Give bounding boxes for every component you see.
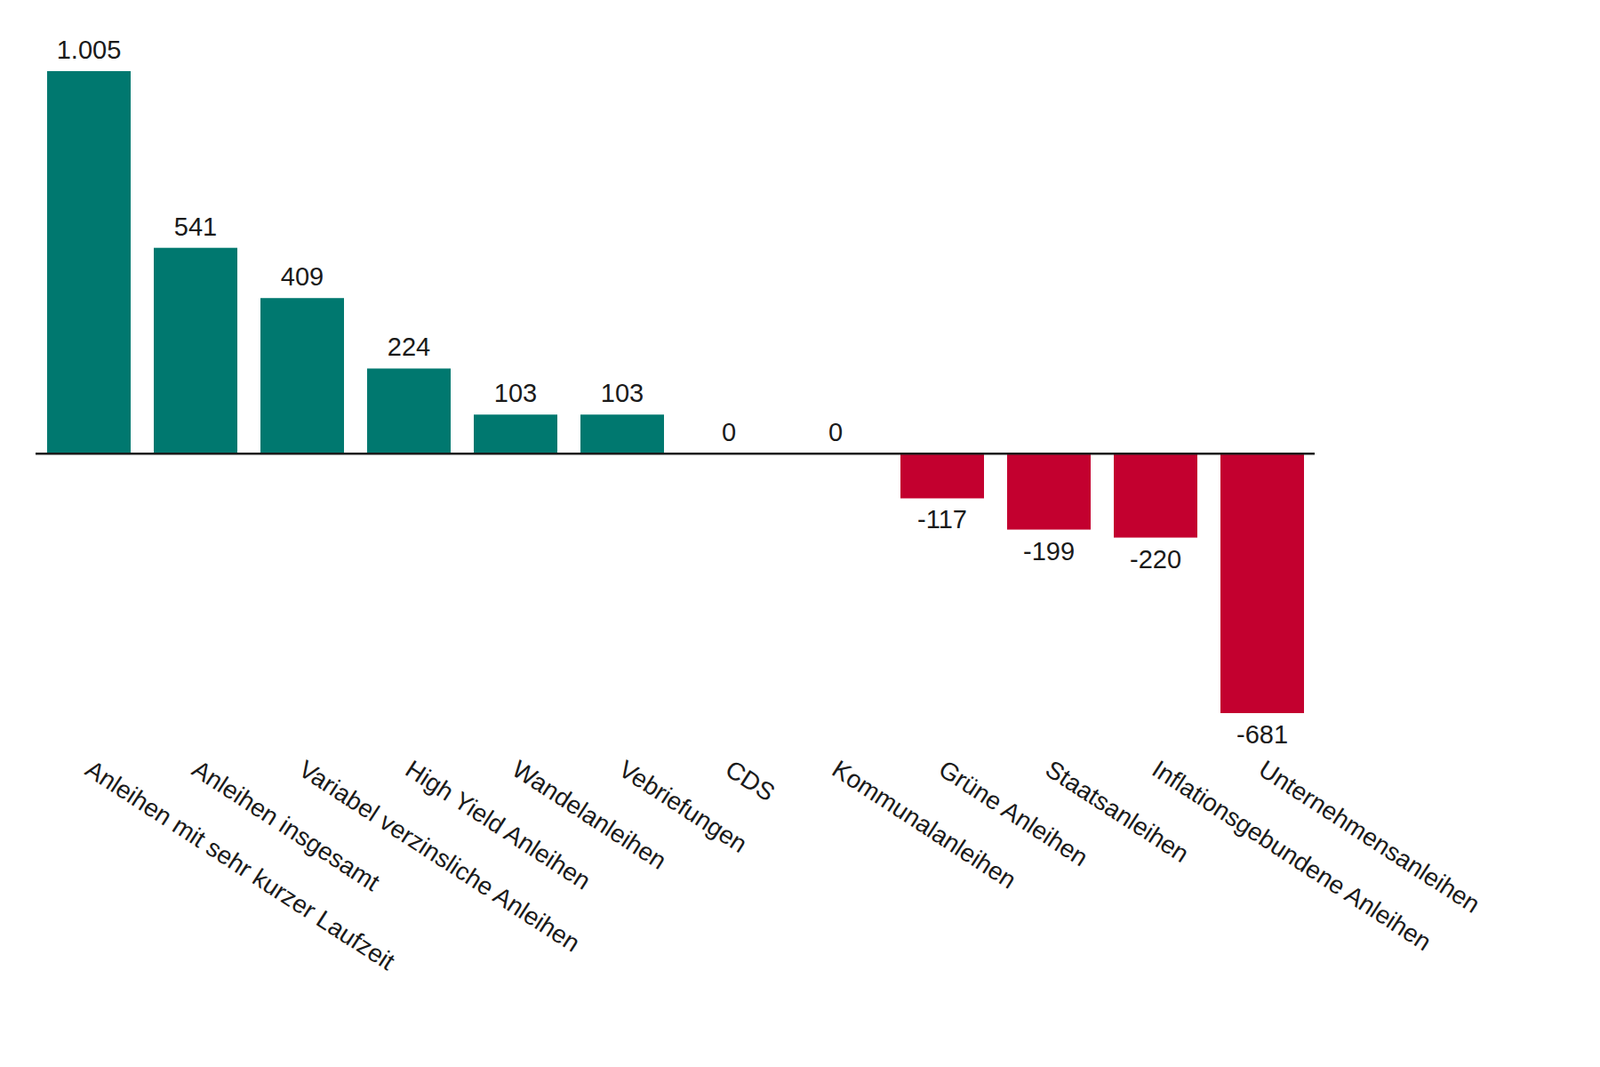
data-label: 103 bbox=[600, 378, 644, 408]
data-label: -681 bbox=[1236, 720, 1288, 749]
data-label: -199 bbox=[1023, 536, 1075, 566]
bar bbox=[1007, 453, 1091, 529]
data-label: 1.005 bbox=[56, 35, 122, 64]
data-label: -220 bbox=[1129, 544, 1182, 574]
bar bbox=[900, 453, 984, 498]
x-tick-label: Anleihen insgesamt bbox=[187, 754, 385, 896]
data-label: 224 bbox=[387, 332, 431, 361]
data-labels: 1.005 541 409 224 103 103 0 0 -117 -199 -220 -681 bbox=[56, 35, 1288, 749]
data-label: 409 bbox=[280, 262, 324, 291]
baseline bbox=[35, 452, 1315, 456]
bar bbox=[367, 368, 451, 454]
data-label: 103 bbox=[494, 378, 537, 408]
x-tick-label: Unternehmensanleihen bbox=[1254, 754, 1486, 919]
bar bbox=[1113, 453, 1198, 537]
x-tick-label: High Yield Anleihen bbox=[400, 754, 596, 895]
chart: 1.005 541 409 224 103 103 0 0 -117 -199 -220 -681 An… bbox=[0, 0, 1600, 1067]
data-label: -117 bbox=[917, 504, 968, 534]
bar bbox=[153, 248, 238, 455]
bars bbox=[47, 71, 1304, 713]
bar bbox=[1220, 453, 1304, 713]
data-label: 0 bbox=[721, 417, 736, 447]
bar bbox=[580, 414, 664, 454]
x-tick-labels: Anleihen mit sehr kurzer LaufzeitAnleihe… bbox=[80, 754, 1486, 976]
bar bbox=[47, 71, 131, 454]
chart-container: 1.005 541 409 224 103 103 0 0 -117 -199 -220 -681 An… bbox=[0, 0, 1600, 1067]
data-label: 0 bbox=[828, 417, 843, 447]
bar bbox=[260, 297, 344, 454]
x-tick-label: CDS bbox=[720, 754, 780, 807]
x-tick-label: Kommunalanleihen bbox=[827, 754, 1022, 895]
bar bbox=[473, 414, 558, 454]
data-label: 541 bbox=[174, 212, 217, 241]
